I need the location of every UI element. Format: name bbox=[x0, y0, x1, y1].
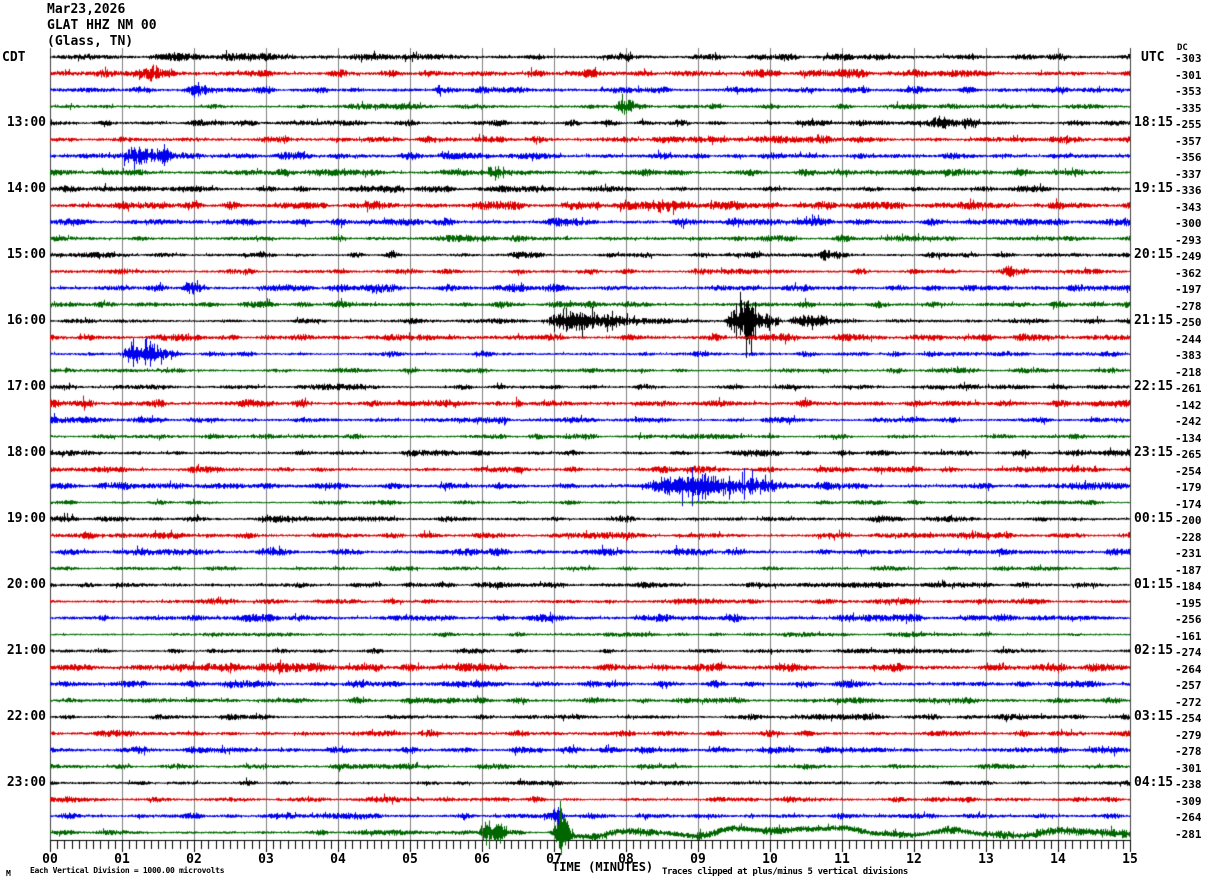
right-time-label: 04:15 bbox=[1134, 775, 1174, 790]
left-time-label: 13:00 bbox=[6, 115, 46, 130]
x-tick-label: 13 bbox=[978, 852, 994, 867]
right-time-label: 18:15 bbox=[1134, 115, 1174, 130]
right-time-label: 00:15 bbox=[1134, 511, 1174, 526]
dc-value: -309 bbox=[1175, 794, 1202, 808]
right-time-label: 23:15 bbox=[1134, 445, 1174, 460]
dc-value: -174 bbox=[1175, 497, 1202, 511]
left-time-label: 16:00 bbox=[6, 313, 46, 328]
x-tick-label: 04 bbox=[330, 852, 346, 867]
dc-value: -238 bbox=[1175, 778, 1202, 791]
dc-value: -257 bbox=[1175, 679, 1202, 692]
dc-value: -343 bbox=[1175, 200, 1202, 214]
right-time-label: 21:15 bbox=[1134, 313, 1174, 328]
logo-mark: M bbox=[6, 869, 11, 878]
x-tick-label: 14 bbox=[1050, 852, 1066, 867]
clipping-note: Traces clipped at plus/minus 5 vertical … bbox=[662, 867, 908, 877]
dc-value: -184 bbox=[1175, 580, 1202, 593]
right-time-label: 19:15 bbox=[1134, 181, 1174, 196]
dc-value: -142 bbox=[1175, 398, 1202, 412]
dc-value: -231 bbox=[1175, 547, 1202, 560]
dc-value: -197 bbox=[1175, 283, 1202, 296]
left-time-label: 23:00 bbox=[6, 775, 46, 790]
dc-value: -353 bbox=[1175, 85, 1202, 98]
x-tick-label: 00 bbox=[42, 852, 58, 867]
x-tick-label: 09 bbox=[690, 852, 706, 867]
header-date: Mar23,2026 bbox=[47, 2, 126, 17]
right-timezone-label: UTC bbox=[1141, 50, 1165, 65]
dc-value: -249 bbox=[1175, 250, 1202, 263]
dc-value: -303 bbox=[1175, 52, 1202, 65]
dc-value: -254 bbox=[1175, 464, 1202, 478]
right-time-label: 02:15 bbox=[1134, 643, 1174, 658]
dc-column-header: DC bbox=[1177, 43, 1188, 53]
dc-value: -278 bbox=[1175, 299, 1202, 313]
dc-value: -228 bbox=[1175, 530, 1202, 544]
left-time-label: 14:00 bbox=[6, 181, 46, 196]
dc-value: -279 bbox=[1175, 728, 1202, 742]
x-tick-label: 08 bbox=[618, 852, 634, 867]
dc-value: -272 bbox=[1175, 695, 1202, 709]
x-tick-label: 07 bbox=[546, 852, 562, 867]
dc-value: -301 bbox=[1175, 68, 1202, 82]
x-tick-label: 03 bbox=[258, 852, 274, 867]
dc-value: -261 bbox=[1175, 382, 1202, 395]
dc-value: -265 bbox=[1175, 448, 1202, 461]
dc-value: -300 bbox=[1175, 217, 1202, 230]
plot-header: Mar23,2026 GLAT HHZ NM 00 (Glass, TN) bbox=[47, 2, 157, 50]
dc-value: -250 bbox=[1175, 316, 1202, 329]
x-tick-label: 12 bbox=[906, 852, 922, 867]
dc-value: -242 bbox=[1175, 415, 1202, 428]
dc-value: -357 bbox=[1175, 134, 1202, 148]
right-time-label: 03:15 bbox=[1134, 709, 1174, 724]
left-time-label: 20:00 bbox=[6, 577, 46, 592]
dc-value: -264 bbox=[1175, 811, 1202, 824]
dc-value: -335 bbox=[1175, 101, 1202, 115]
header-station-location: (Glass, TN) bbox=[47, 34, 134, 49]
dc-value: -264 bbox=[1175, 662, 1202, 676]
dc-value: -362 bbox=[1175, 266, 1202, 280]
dc-value: -255 bbox=[1175, 118, 1202, 131]
dc-value: -200 bbox=[1175, 514, 1202, 527]
x-tick-label: 06 bbox=[474, 852, 490, 867]
right-time-label: 01:15 bbox=[1134, 577, 1174, 592]
dc-value: -179 bbox=[1175, 481, 1202, 494]
header-station-id: GLAT HHZ NM 00 bbox=[47, 18, 157, 33]
dc-value: -134 bbox=[1175, 431, 1202, 445]
x-tick-label: 10 bbox=[762, 852, 778, 867]
vertical-scale-note: Each Vertical Division = 1000.00 microvo… bbox=[30, 866, 225, 875]
dc-value: -161 bbox=[1175, 629, 1202, 643]
dc-value: -218 bbox=[1175, 365, 1202, 379]
left-time-label: 18:00 bbox=[6, 445, 46, 460]
left-timezone-label: CDT bbox=[2, 50, 26, 65]
x-tick-label: 15 bbox=[1122, 852, 1138, 867]
dc-value: -383 bbox=[1175, 349, 1202, 362]
dc-value: -254 bbox=[1175, 712, 1202, 725]
dc-value: -293 bbox=[1175, 233, 1202, 247]
dc-value: -244 bbox=[1175, 332, 1202, 346]
dc-value: -337 bbox=[1175, 167, 1202, 181]
left-time-label: 22:00 bbox=[6, 709, 46, 724]
dc-value: -274 bbox=[1175, 646, 1202, 659]
left-time-label: 15:00 bbox=[6, 247, 46, 262]
right-time-label: 22:15 bbox=[1134, 379, 1174, 394]
x-tick-label: 05 bbox=[402, 852, 418, 867]
dc-value: -256 bbox=[1175, 613, 1202, 626]
x-tick-label: 01 bbox=[114, 852, 130, 867]
dc-value: -356 bbox=[1175, 151, 1202, 164]
dc-value: -336 bbox=[1175, 184, 1202, 197]
dc-value: -281 bbox=[1175, 827, 1202, 841]
x-axis-title: TIME (MINUTES) bbox=[552, 860, 654, 874]
x-tick-label: 11 bbox=[834, 852, 850, 867]
dc-value: -301 bbox=[1175, 761, 1202, 775]
right-time-label: 20:15 bbox=[1134, 247, 1174, 262]
dc-value: -278 bbox=[1175, 745, 1202, 758]
dc-value: -187 bbox=[1175, 563, 1202, 577]
left-time-label: 17:00 bbox=[6, 379, 46, 394]
left-time-label: 19:00 bbox=[6, 511, 46, 526]
x-tick-label: 02 bbox=[186, 852, 202, 867]
dc-value: -195 bbox=[1175, 596, 1202, 610]
left-time-label: 21:00 bbox=[6, 643, 46, 658]
